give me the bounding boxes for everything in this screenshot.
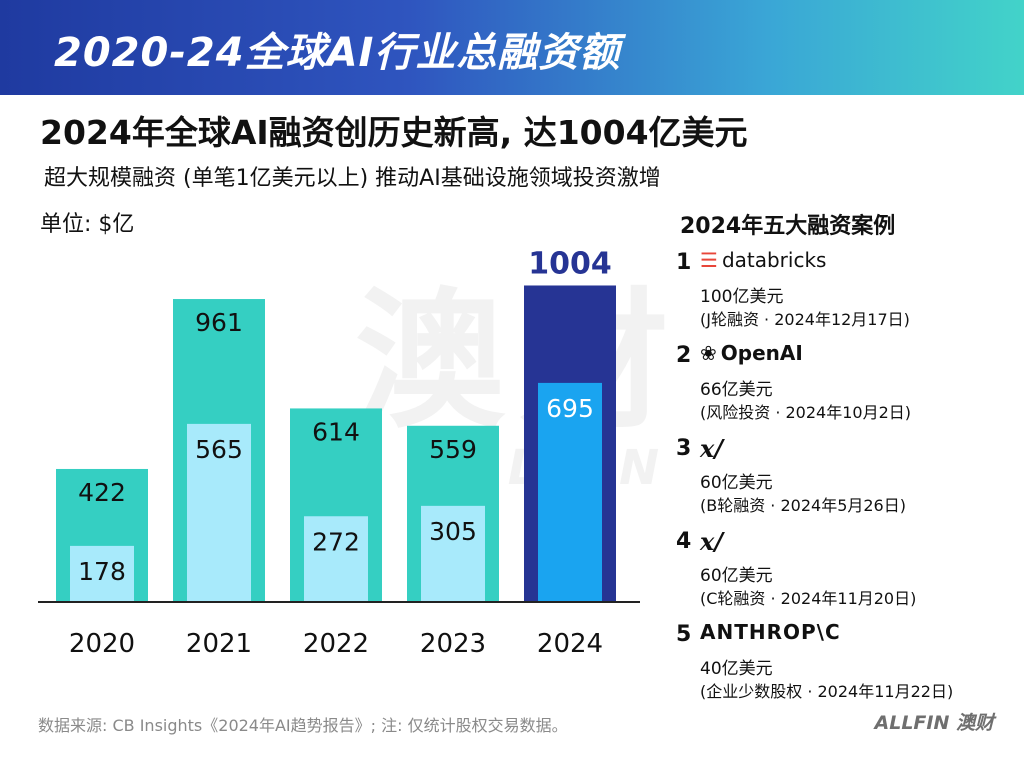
deal-detail: (B轮融资 · 2024年5月26日) [700, 496, 906, 515]
deal-amount: 60亿美元 [700, 473, 773, 493]
deal-rank: 3 [676, 436, 692, 461]
subheadline: 超大规模融资 (单笔1亿美元以上) 推动AI基础设施领域投资激增 [44, 166, 661, 191]
deal-detail: (企业少数股权 · 2024年11月22日) [700, 682, 954, 701]
deal-detail: (C轮融资 · 2024年11月20日) [700, 589, 917, 608]
deal-detail: (风险投资 · 2024年10月2日) [700, 403, 912, 422]
deal-company: ❀ OpenAI [700, 341, 803, 365]
openai-icon: ❀ [700, 341, 717, 365]
headline: 2024年全球AI融资创历史新高, 达1004亿美元 [40, 113, 748, 152]
label-mega-2022: 272 [312, 527, 360, 556]
xai-icon: x/ [700, 434, 724, 463]
deal-item-2: 2 ❀ OpenAI 66亿美元 (风险投资 · 2024年10月2日) [676, 341, 1016, 434]
label-mega-2024: 695 [546, 394, 594, 423]
page-title: 2020-24全球AI行业总融资额 [54, 30, 621, 76]
label-mega-2021: 565 [195, 435, 243, 464]
bar-mega-2022 [304, 516, 368, 602]
top-deals-list: 1 ☰ databricks 100亿美元 (J轮融资 · 2024年12月17… [676, 248, 1016, 713]
xai-icon: x/ [700, 527, 724, 556]
deal-company: ANTHROP\C [700, 620, 841, 644]
deal-item-5: 5 ANTHROP\C 40亿美元 (企业少数股权 · 2024年11月22日) [676, 620, 1016, 713]
x-tick-2024: 2024 [537, 629, 603, 659]
top-deals-title: 2024年五大融资案例 [680, 214, 896, 239]
deal-item-1: 1 ☰ databricks 100亿美元 (J轮融资 · 2024年12月17… [676, 248, 1016, 341]
deal-rank: 4 [676, 529, 692, 554]
label-total-2023: 559 [429, 435, 477, 464]
deal-company-name: OpenAI [720, 341, 803, 365]
bar-mega-2023 [421, 505, 485, 602]
deal-company: ☰ databricks [700, 248, 826, 272]
deal-rank: 2 [676, 343, 692, 368]
label-total-2022: 614 [312, 417, 360, 446]
x-tick-2021: 2021 [186, 629, 252, 659]
deal-item-3: 3 x/ 60亿美元 (B轮融资 · 2024年5月26日) [676, 434, 1016, 527]
deal-rank: 1 [676, 250, 692, 275]
deal-company: x/ [700, 527, 723, 556]
bar-chart: 422 178 2020 961 565 2021 614 272 2022 559 305 2023… [38, 246, 640, 659]
unit-label: 单位: $亿 [40, 212, 135, 237]
deal-amount: 66亿美元 [700, 380, 773, 400]
deal-amount: 100亿美元 [700, 287, 784, 307]
databricks-icon: ☰ [700, 248, 718, 272]
watermark-main: 澳财 [355, 275, 684, 449]
deal-item-4: 4 x/ 60亿美元 (C轮融资 · 2024年11月20日) [676, 527, 1016, 620]
label-mega-2023: 305 [429, 517, 477, 546]
anthropic-logo: ANTHROP\C [700, 620, 841, 644]
label-total-2024: 1004 [528, 246, 612, 281]
x-tick-2022: 2022 [303, 629, 369, 659]
x-tick-2020: 2020 [69, 629, 135, 659]
x-tick-2023: 2023 [420, 629, 486, 659]
deal-company: x/ [700, 434, 723, 463]
brand-logo: ALLFIN 澳财 [874, 712, 994, 734]
bar-mega-2024 [538, 382, 602, 602]
deal-company-name: databricks [721, 248, 827, 272]
source-note: 数据来源: CB Insights《2024年AI趋势报告》; 注: 仅统计股权… [38, 716, 568, 735]
label-total-2021: 961 [195, 308, 243, 337]
label-total-2020: 422 [78, 478, 126, 507]
bar-mega-2020 [70, 545, 134, 602]
title-banner: 2020-24全球AI行业总融资额 [0, 0, 1024, 95]
deal-amount: 40亿美元 [700, 659, 773, 679]
bar-mega-2021 [187, 423, 251, 602]
deal-detail: (J轮融资 · 2024年12月17日) [700, 310, 910, 329]
label-mega-2020: 178 [78, 557, 126, 586]
deal-amount: 60亿美元 [700, 566, 773, 586]
deal-rank: 5 [676, 622, 692, 647]
